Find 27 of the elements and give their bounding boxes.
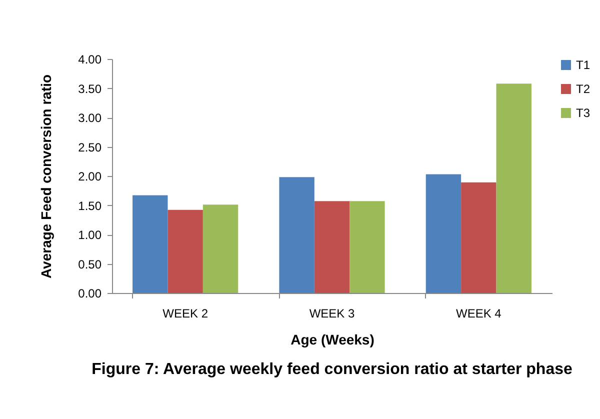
legend-label: T2 [576, 82, 590, 96]
text: Figure 7: Average weekly feed conversion ratio at starter phase [92, 361, 572, 378]
y-tick-label: 1.00 [78, 228, 102, 242]
y-tick-label: 0.50 [78, 257, 102, 272]
bar [279, 177, 314, 293]
bar [202, 204, 238, 293]
bar [350, 201, 385, 293]
y-tick-label: 0.00 [78, 286, 102, 300]
bar [168, 210, 203, 293]
legend-label: T1 [576, 58, 590, 72]
bar [426, 174, 462, 293]
y-axis-title: Average Feed conversion ratio [38, 74, 54, 279]
bar [132, 195, 168, 293]
legend-label: T3 [576, 106, 590, 120]
y-tick-label: 3.50 [78, 82, 102, 96]
bar [461, 182, 496, 293]
x-tick-label: WEEK 2 [162, 306, 208, 320]
y-tick-label: 2.50 [78, 140, 102, 154]
x-axis-title: Age (Weeks) [290, 332, 374, 348]
y-tick-label: 2.00 [78, 170, 102, 184]
bar [496, 84, 532, 293]
x-tick-label: WEEK 4 [456, 306, 502, 320]
y-tick-label: 1.50 [78, 198, 102, 213]
bar [314, 201, 350, 293]
y-tick-label: 4.00 [78, 52, 102, 66]
y-tick-label: 3.00 [78, 111, 102, 125]
x-tick-label: WEEK 3 [309, 306, 355, 320]
